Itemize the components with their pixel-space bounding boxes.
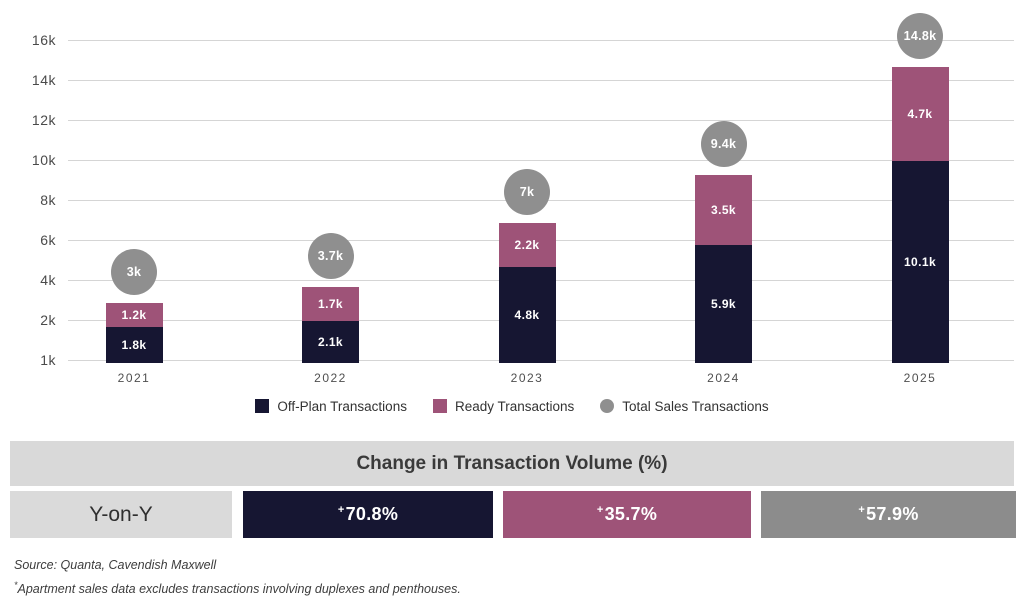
- legend-label: Ready Transactions: [454, 398, 575, 414]
- x-axis-label-2023: 2023: [510, 371, 544, 385]
- bar-value-label: 1.2k: [121, 308, 147, 322]
- legend-item: Off-Plan Transactions: [255, 399, 407, 414]
- total-bubble-2025: 14.8k: [897, 13, 943, 59]
- y-tick-label: 6k: [40, 232, 56, 248]
- yoy-change-ready-value: 35.7%: [604, 504, 658, 524]
- y-tick-label: 1k: [40, 352, 56, 368]
- summary-title: Change in Transaction Volume (%): [356, 452, 668, 474]
- source-note: Source: Quanta, Cavendish Maxwell: [14, 558, 217, 572]
- bar-offplan-2025: 10.1k: [891, 161, 949, 363]
- total-bubble-2022: 3.7k: [307, 233, 354, 279]
- total-bubble-2024: 9.4k: [700, 121, 747, 167]
- gridline: [68, 160, 1014, 161]
- bar-value-label: 4.7k: [907, 107, 933, 121]
- bar-value-label: 4.8k: [514, 308, 540, 322]
- plus-sign: +: [858, 503, 866, 516]
- total-bubble-2021: 3k: [111, 249, 157, 295]
- chart-legend: Off-Plan Transactions Ready Transactions T…: [0, 396, 1024, 416]
- legend-square-swatch: [255, 399, 270, 413]
- legend-square-swatch: [432, 399, 447, 413]
- footnote-text: Apartment sales data excludes transactio…: [17, 582, 461, 597]
- bar-value-label: 2.1k: [318, 335, 343, 349]
- bar-offplan-2024: 5.9k: [695, 245, 752, 363]
- x-axis-label-2021: 2021: [117, 371, 151, 385]
- legend-label: Total Sales Transactions: [622, 398, 769, 414]
- total-bubble-2023: 7k: [504, 169, 550, 215]
- bar-value-label: 10.1k: [903, 255, 937, 269]
- bar-value-label: 1.8k: [121, 338, 147, 352]
- summary-row-label: Y-on-Y: [10, 491, 232, 538]
- y-tick-label: 4k: [40, 272, 56, 288]
- y-tick-label: 8k: [40, 192, 56, 208]
- bar-ready-2022: 1.7k: [302, 287, 359, 321]
- bar-offplan-2021: 1.8k: [105, 327, 163, 363]
- y-tick-label: 2k: [40, 312, 56, 328]
- y-tick-label: 16k: [31, 32, 56, 48]
- legend-circle-swatch: [600, 399, 615, 413]
- gridline: [68, 80, 1014, 81]
- footnote-mark: *: [14, 580, 18, 590]
- summary-row: Y-on-Y +70.8% +35.7% +57.9%: [10, 491, 1016, 538]
- bar-offplan-2023: 4.8k: [498, 267, 556, 363]
- plus-sign: +: [337, 503, 345, 516]
- bar-ready-2024: 3.5k: [695, 175, 752, 245]
- gridline: [68, 40, 1014, 41]
- yoy-change-ready: +35.7%: [503, 491, 751, 538]
- bar-offplan-2022: 2.1k: [302, 321, 359, 363]
- x-axis-label-2025: 2025: [903, 371, 937, 385]
- bar-ready-2025: 4.7k: [891, 67, 949, 161]
- y-tick-label: 14k: [31, 72, 56, 88]
- yoy-change-total: +57.9%: [761, 491, 1016, 538]
- bar-value-label: 2.2k: [514, 238, 540, 252]
- y-tick-label: 10k: [31, 152, 56, 168]
- footer-notes: Source: Quanta, Cavendish Maxwell *Apart…: [14, 558, 1014, 604]
- plus-sign: +: [596, 503, 604, 516]
- legend-item: Ready Transactions: [432, 398, 575, 414]
- yoy-change-offplan: +70.8%: [243, 491, 493, 538]
- bar-value-label: 3.5k: [711, 203, 736, 217]
- x-axis-label-2024: 2024: [707, 371, 740, 385]
- bar-value-label: 5.9k: [711, 297, 736, 311]
- y-tick-label: 12k: [31, 112, 56, 128]
- yoy-change-offplan-value: 70.8%: [345, 504, 399, 524]
- summary-title-band: Change in Transaction Volume (%): [10, 441, 1014, 486]
- yoy-change-total-value: 57.9%: [866, 504, 919, 524]
- x-axis-label-2022: 2022: [314, 371, 347, 385]
- bar-ready-2021: 1.2k: [105, 303, 163, 327]
- stacked-bar-chart: 16k 14k 12k 10k 8k 6k 4k 2k 1k 1.8k 1.2k 3k 2021 2.1k…: [31, 13, 1014, 385]
- footnote: *Apartment sales data excludes transacti…: [14, 580, 1014, 596]
- legend-item: Total Sales Transactions: [600, 398, 769, 414]
- bar-ready-2023: 2.2k: [498, 223, 556, 267]
- legend-label: Off-Plan Transactions: [277, 398, 407, 414]
- bar-value-label: 1.7k: [318, 297, 343, 311]
- gridline: [68, 120, 1014, 121]
